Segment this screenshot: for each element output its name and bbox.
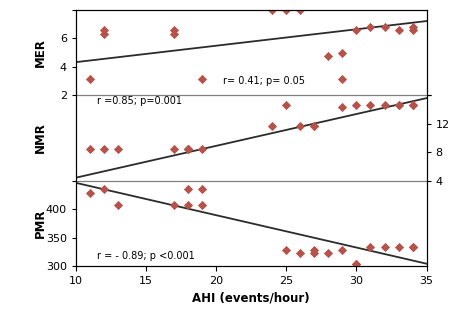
Text: MER: MER bbox=[34, 38, 47, 67]
Point bbox=[353, 28, 360, 33]
Point bbox=[198, 202, 206, 207]
Point bbox=[283, 7, 290, 12]
Text: NMR: NMR bbox=[34, 122, 47, 153]
Point bbox=[170, 31, 178, 36]
Point bbox=[395, 102, 402, 107]
Point bbox=[100, 187, 108, 192]
Point bbox=[310, 247, 318, 252]
Point bbox=[86, 147, 94, 152]
Point bbox=[353, 261, 360, 266]
Text: r =0.85; p=0.001: r =0.85; p=0.001 bbox=[97, 96, 182, 106]
Point bbox=[409, 25, 416, 30]
Point bbox=[367, 25, 374, 30]
Point bbox=[395, 244, 402, 249]
Point bbox=[184, 147, 192, 152]
X-axis label: AHI (events/hour): AHI (events/hour) bbox=[192, 292, 310, 305]
Point bbox=[170, 28, 178, 33]
Point bbox=[338, 51, 346, 56]
Point bbox=[310, 124, 318, 129]
Point bbox=[268, 7, 276, 12]
Point bbox=[381, 102, 388, 107]
Point bbox=[114, 202, 122, 207]
Point bbox=[184, 147, 192, 152]
Point bbox=[338, 247, 346, 252]
Point bbox=[198, 76, 206, 81]
Point bbox=[338, 76, 346, 81]
Point bbox=[114, 147, 122, 152]
Text: r = - 0.89; p <0.001: r = - 0.89; p <0.001 bbox=[97, 251, 195, 261]
Point bbox=[325, 251, 332, 256]
Point bbox=[198, 147, 206, 152]
Point bbox=[184, 187, 192, 192]
Point bbox=[395, 28, 402, 33]
Point bbox=[297, 124, 304, 129]
Point bbox=[395, 102, 402, 107]
Point bbox=[283, 247, 290, 252]
Point bbox=[100, 31, 108, 36]
Point bbox=[381, 244, 388, 249]
Point bbox=[367, 102, 374, 107]
Point bbox=[100, 28, 108, 33]
Point bbox=[198, 187, 206, 192]
Point bbox=[283, 102, 290, 107]
Point bbox=[325, 53, 332, 58]
Point bbox=[367, 244, 374, 249]
Point bbox=[409, 244, 416, 249]
Point bbox=[409, 28, 416, 33]
Point bbox=[409, 102, 416, 107]
Point bbox=[184, 202, 192, 207]
Point bbox=[184, 147, 192, 152]
Point bbox=[170, 147, 178, 152]
Point bbox=[170, 202, 178, 207]
Point bbox=[86, 76, 94, 81]
Point bbox=[310, 251, 318, 256]
Point bbox=[381, 25, 388, 30]
Text: r= 0.41; p= 0.05: r= 0.41; p= 0.05 bbox=[223, 76, 305, 87]
Point bbox=[338, 105, 346, 110]
Point bbox=[310, 124, 318, 129]
Point bbox=[100, 147, 108, 152]
Point bbox=[297, 7, 304, 12]
Point bbox=[353, 261, 360, 266]
Point bbox=[297, 251, 304, 256]
Point bbox=[86, 191, 94, 196]
Point bbox=[409, 244, 416, 249]
Point bbox=[409, 102, 416, 107]
Point bbox=[268, 124, 276, 129]
Text: PMR: PMR bbox=[34, 209, 47, 238]
Point bbox=[353, 102, 360, 107]
